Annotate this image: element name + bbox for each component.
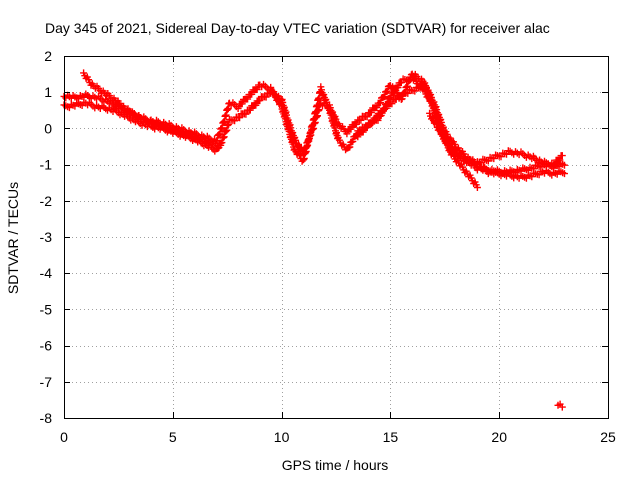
x-tick-label: 10 <box>274 429 290 445</box>
data-point-markers <box>60 73 568 178</box>
y-tick-label: -2 <box>40 193 53 209</box>
x-tick-label: 0 <box>60 429 68 445</box>
data-point-markers <box>80 69 225 152</box>
y-tick-label: -8 <box>40 410 53 426</box>
x-axis-label: GPS time / hours <box>282 457 389 473</box>
y-tick-label: -4 <box>40 265 53 281</box>
y-tick-labels: -8 -7 -6 -5 -4 -3 -2 -1 0 1 2 <box>40 48 53 426</box>
y-tick-label: -5 <box>40 301 53 317</box>
y-tick-label: 1 <box>44 84 52 100</box>
data-points <box>60 69 568 411</box>
series-track-b <box>60 73 568 178</box>
y-tick-label: 0 <box>44 120 52 136</box>
data-point-markers <box>426 109 566 170</box>
series-track-c <box>80 69 225 152</box>
x-tick-label: 20 <box>491 429 507 445</box>
x-tick-label: 5 <box>169 429 177 445</box>
data-point-markers <box>554 400 566 411</box>
grid-lines <box>64 56 608 418</box>
x-tick-labels: 0 5 10 15 20 25 <box>60 429 616 445</box>
y-tick-label: -1 <box>40 157 53 173</box>
series-track-d <box>354 81 481 191</box>
chart-title: Day 345 of 2021, Sidereal Day-to-day VTE… <box>45 20 550 36</box>
y-tick-label: -7 <box>40 374 53 390</box>
x-tick-label: 15 <box>383 429 399 445</box>
y-axis-label: SDTVAR / TECUs <box>5 182 21 294</box>
series-track-e <box>426 109 566 170</box>
plot-frame <box>64 56 609 419</box>
y-tick-label: -3 <box>40 229 53 245</box>
data-point-markers <box>354 81 481 191</box>
y-tick-label: 2 <box>44 48 52 64</box>
x-tick-label: 25 <box>600 429 616 445</box>
y-tick-label: -6 <box>40 338 53 354</box>
series-outlier <box>554 400 566 411</box>
